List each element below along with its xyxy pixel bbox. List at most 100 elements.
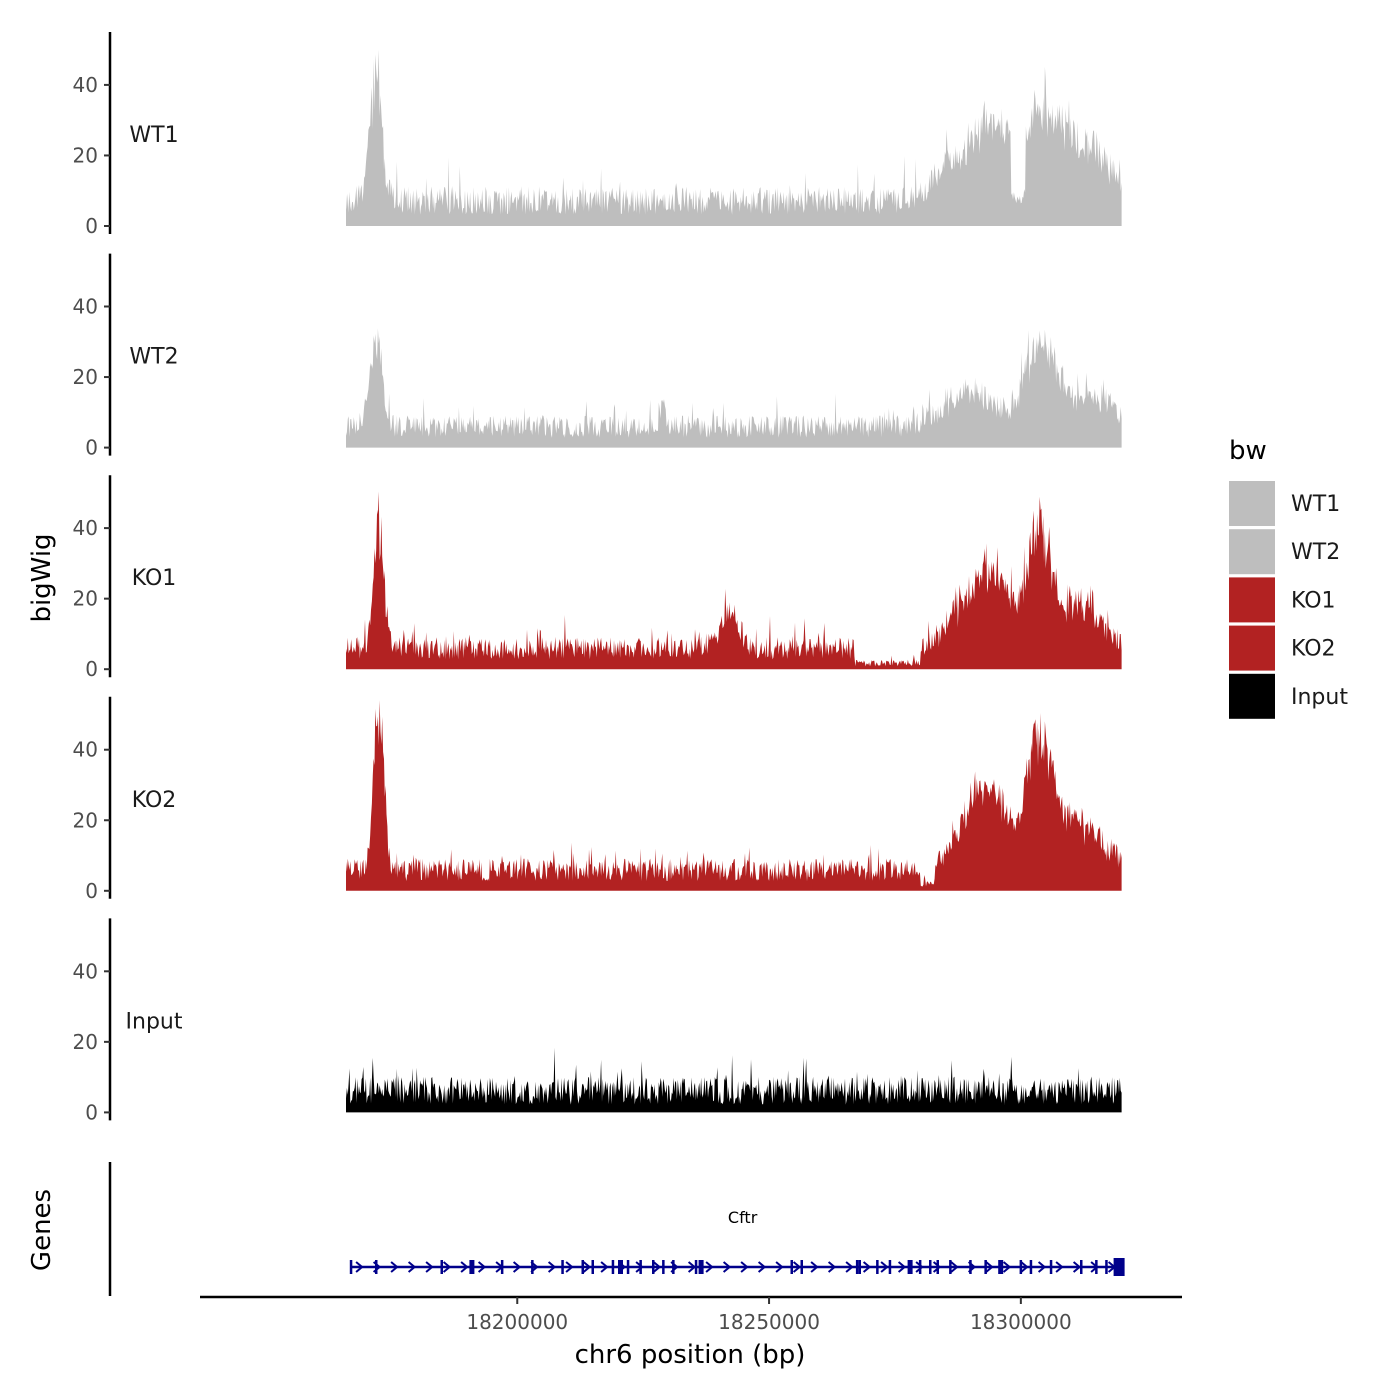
legend-swatch-wt1 [1229,481,1275,526]
strand-arrow [792,1261,802,1273]
x-axis-title: chr6 position (bp) [575,1340,806,1370]
strand-arrow [460,1261,469,1273]
legend-swatch-wt2 [1229,529,1275,575]
strand-arrow [565,1261,574,1273]
strand-arrow [740,1261,749,1273]
strand-arrow [845,1261,854,1273]
exon-mark [969,1260,972,1274]
exon-mark [1095,1260,1098,1274]
exon-mark [581,1260,584,1274]
y-axis-title: bigWig [27,533,57,622]
track-wt1: 0 20 40 WT1 [73,32,1122,238]
exon-mark [907,1260,913,1274]
strand-arrow [635,1261,644,1273]
y-tick-label: 20 [73,365,98,389]
coverage-area-ko1 [346,491,1122,670]
strand-arrow [1072,1261,1082,1273]
exon-mark [652,1260,655,1274]
exon-mark [618,1260,623,1274]
exon-mark [984,1260,987,1274]
y-tick-label: 20 [73,587,98,611]
exon-mark [626,1260,630,1274]
exon-mark [662,1260,665,1274]
exon-mark [1080,1260,1083,1274]
strand-arrow [810,1261,819,1273]
strand-arrow [512,1261,522,1273]
strand-arrow [547,1261,557,1273]
y-tick-label: 40 [73,516,98,540]
strand-arrow [1002,1261,1012,1273]
y-tick-label: 0 [85,879,98,903]
legend: bw WT1 WT2 KO1 KO2 Input [1229,436,1348,719]
track-ko2: 0 20 40 KO2 [73,696,1122,903]
x-tick-label: 18200000 [466,1310,568,1334]
coverage-area-ko2 [346,700,1122,891]
strand-arrow [477,1261,487,1273]
y-tick-label: 40 [73,738,98,762]
x-tick-label: 18300000 [970,1310,1072,1334]
legend-label-input: Input [1291,685,1348,710]
strand-arrow [950,1261,959,1273]
strand-arrow [775,1261,784,1273]
track-label-ko1: KO1 [132,566,177,591]
strand-arrow [897,1261,907,1273]
y-tick-label: 40 [73,959,98,983]
strand-arrow [915,1261,924,1273]
strand-arrow [407,1261,417,1273]
legend-label-wt2: WT2 [1291,540,1340,565]
legend-entries: WT1 WT2 KO1 KO2 Input [1229,481,1348,719]
coverage-area-wt2 [346,328,1122,448]
exon-mark [591,1260,594,1274]
y-tick-label: 20 [73,143,98,167]
exon-mark [672,1260,675,1274]
exon-mark [349,1260,353,1274]
exon-mark [469,1260,475,1274]
strand-arrow [355,1261,364,1273]
exon-mark [639,1260,642,1274]
exon-mark [1105,1260,1108,1274]
x-axis: 18200000 18250000 18300000 chr6 position (… [200,1295,1182,1370]
coverage-area-input [346,1047,1122,1113]
strand-arrow [582,1261,592,1273]
y-tick-label: 0 [85,1100,98,1124]
legend-label-ko2: KO2 [1291,637,1336,662]
exon-mark [531,1260,534,1274]
strand-arrow [985,1261,994,1273]
x-tick-label: 18250000 [718,1310,820,1334]
y-tick-label: 20 [73,808,98,832]
y-tick-label: 40 [73,295,98,319]
exon-mark [918,1260,922,1274]
x-axis-ticks: 18200000 18250000 18300000 [466,1297,1072,1334]
exon-mark [500,1260,504,1274]
strand-arrow [880,1261,889,1273]
exon-mark [888,1260,892,1274]
exon-mark [611,1260,615,1274]
strand-arrow [862,1261,872,1273]
exon-mark [800,1260,803,1274]
exon-mark [855,1260,859,1274]
strand-arrow [1037,1261,1047,1273]
strand-arrow [1055,1261,1064,1273]
strand-arrow [757,1261,767,1273]
gene-body: Cftr [349,1208,1125,1276]
legend-swatch-input [1229,673,1275,719]
strand-arrow [687,1261,697,1273]
exon-mark [949,1260,952,1274]
exon-mark [375,1260,378,1274]
legend-label-wt1: WT1 [1291,492,1340,517]
y-tick-label: 0 [85,214,98,238]
y-tick-label: 20 [73,1030,98,1054]
exon-mark [929,1260,932,1274]
track-label-wt1: WT1 [129,123,178,148]
legend-swatch-ko2 [1229,625,1275,671]
exon-mark [936,1260,939,1274]
track-label-input: Input [126,1009,183,1034]
exon-mark [698,1260,704,1274]
strand-arrow [722,1261,732,1273]
strand-arrow [425,1261,434,1273]
exon-mark [694,1260,698,1274]
exon-mark [1029,1260,1033,1274]
genes-track: Genes Cftr [27,1162,1125,1296]
track-ko1: 0 20 40 KO1 [73,475,1122,681]
strand-arrow [442,1261,452,1273]
